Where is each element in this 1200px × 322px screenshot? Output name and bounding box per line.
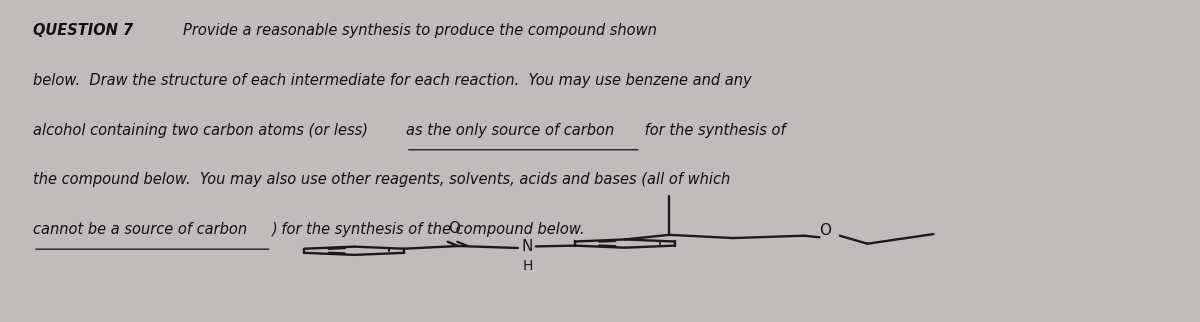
Text: O: O [448, 222, 460, 236]
Text: ) for the synthesis of the compound below.: ) for the synthesis of the compound belo… [271, 222, 586, 237]
Text: cannot be a source of carbon: cannot be a source of carbon [34, 222, 247, 237]
Text: the compound below.  You may also use other reagents, solvents, acids and bases : the compound below. You may also use oth… [34, 172, 731, 187]
Text: as the only source of carbon: as the only source of carbon [406, 123, 614, 137]
Text: alcohol containing two carbon atoms (or less): alcohol containing two carbon atoms (or … [34, 123, 373, 137]
Text: below.  Draw the structure of each intermediate for each reaction.  You may use : below. Draw the structure of each interm… [34, 73, 751, 88]
Text: QUESTION 7: QUESTION 7 [34, 23, 133, 38]
Text: O: O [820, 223, 832, 238]
Text: H: H [522, 259, 533, 273]
Text: N: N [522, 239, 533, 254]
Text: for the synthesis of: for the synthesis of [640, 123, 785, 137]
Text: Provide a reasonable synthesis to produce the compound shown: Provide a reasonable synthesis to produc… [182, 23, 656, 38]
